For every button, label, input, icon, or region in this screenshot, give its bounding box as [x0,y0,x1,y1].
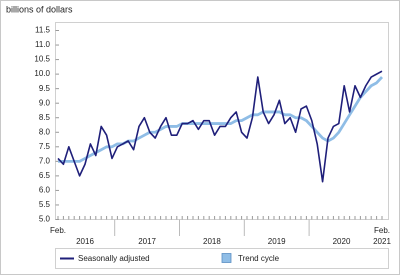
x-year-label: 2019 [268,237,286,246]
plot-area [55,22,389,220]
y-tick-label: 8.5 [39,113,51,122]
y-tick-label: 5.5 [39,200,51,209]
y-tick-label: 6.0 [39,186,51,195]
y-tick-label: 11.0 [35,40,51,49]
x-year-label: 2018 [203,237,221,246]
x-year-label: 2020 [333,237,351,246]
y-tick-label: 11.5 [35,26,51,35]
y-tick-label: 10.5 [34,55,50,64]
y-tick-label: 9.5 [39,84,51,93]
y-tick-label: 7.0 [39,156,51,165]
x-year-label: 2017 [138,237,156,246]
y-tick-label: 5.0 [39,215,51,224]
x-tick-label: Feb. [50,226,66,235]
x-year-label: 2021 [373,237,391,246]
x-year-label: 2016 [76,237,94,246]
legend-swatch [221,253,232,263]
y-tick-label: 8.0 [39,127,51,136]
y-axis-label: billions of dollars [6,4,73,14]
sa-line [57,70,383,183]
y-tick-label: 9.0 [39,98,51,107]
y-tick-label: 6.5 [39,171,51,180]
legend-label: Trend cycle [238,254,280,263]
legend [55,248,389,269]
legend-label: Seasonally adjusted [78,254,150,263]
y-tick-label: 7.5 [39,142,51,151]
y-tick-label: 10.0 [34,69,50,78]
x-tick-label: Feb. [374,226,390,235]
